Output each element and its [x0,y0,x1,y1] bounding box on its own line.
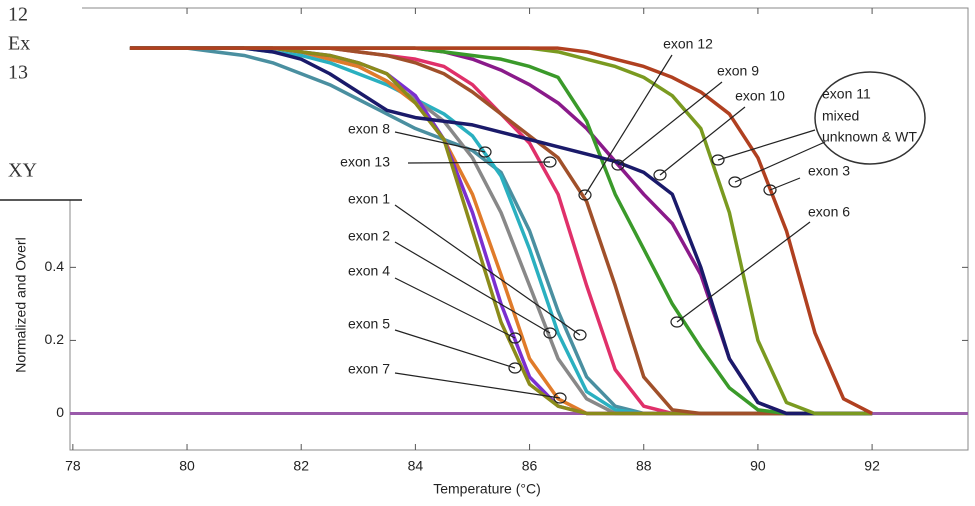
plot-frame [69,7,969,451]
callout-label: unknown & WT [822,129,917,145]
callout-label: exon 2 [348,228,390,244]
sidebar-text: XY [8,160,37,182]
callout-label: exon 6 [808,204,850,220]
callout-label: exon 11 [822,86,871,102]
x-axis-label: Temperature (°C) [433,481,541,497]
callout-ring [508,362,522,374]
sidebar-panel [0,0,82,200]
callout-ring [711,154,725,166]
x-tick-label: 90 [750,458,766,474]
callout-line [407,161,551,164]
callout-line [659,106,746,176]
callout-ring [653,169,667,181]
callout-line [394,131,486,153]
callout-line [734,141,826,183]
callout-label: exon 7 [348,361,390,377]
x-tick-label: 82 [293,458,309,474]
callout-label: exon 8 [348,121,390,137]
callout-label: exon 1 [348,191,390,207]
callout-line [394,241,551,334]
callout-label: mixed [822,108,859,124]
callout-ring [578,189,592,201]
callout-line [394,372,561,399]
callout-line [394,277,516,339]
x-tick-label: 92 [864,458,880,474]
callout-label: exon 13 [340,154,390,170]
x-tick-label: 78 [65,458,81,474]
callout-ring [478,146,492,158]
x-tick-label: 84 [408,458,424,474]
x-tick-label: 86 [522,458,538,474]
y-tick-label: 0 [56,404,64,420]
callout-label: exon 10 [735,88,785,104]
x-tick-label: 80 [179,458,195,474]
sidebar-text: 12 [8,4,28,26]
callout-line [617,81,723,166]
y-axis-label: Normalized and Overl [13,237,29,372]
callout-ellipse [814,71,926,165]
callout-ring [670,316,684,328]
x-tick-label: 88 [636,458,652,474]
sidebar-text: 13 [8,62,28,84]
callout-line [676,221,811,323]
callout-ring [573,329,587,341]
callout-ring [763,184,777,196]
callout-ring [543,327,557,339]
y-tick-label: 0.2 [45,331,65,347]
callout-ring [508,332,522,344]
callout-ring [543,156,557,168]
callout-line [584,54,673,196]
callout-line [717,129,816,161]
callout-label: exon 4 [348,263,390,279]
melt-curve [129,46,873,416]
callout-label: exon 12 [663,36,713,52]
callout-label: exon 3 [808,163,850,179]
callout-ring [728,176,742,188]
callout-line [394,204,581,336]
sidebar-text: Ex [8,33,30,55]
callout-label: exon 5 [348,316,390,332]
callout-label: exon 9 [717,63,759,79]
callout-ring [553,392,567,404]
y-tick-label: 0.4 [45,258,65,274]
callout-ring [611,159,625,171]
callout-line [394,329,516,369]
